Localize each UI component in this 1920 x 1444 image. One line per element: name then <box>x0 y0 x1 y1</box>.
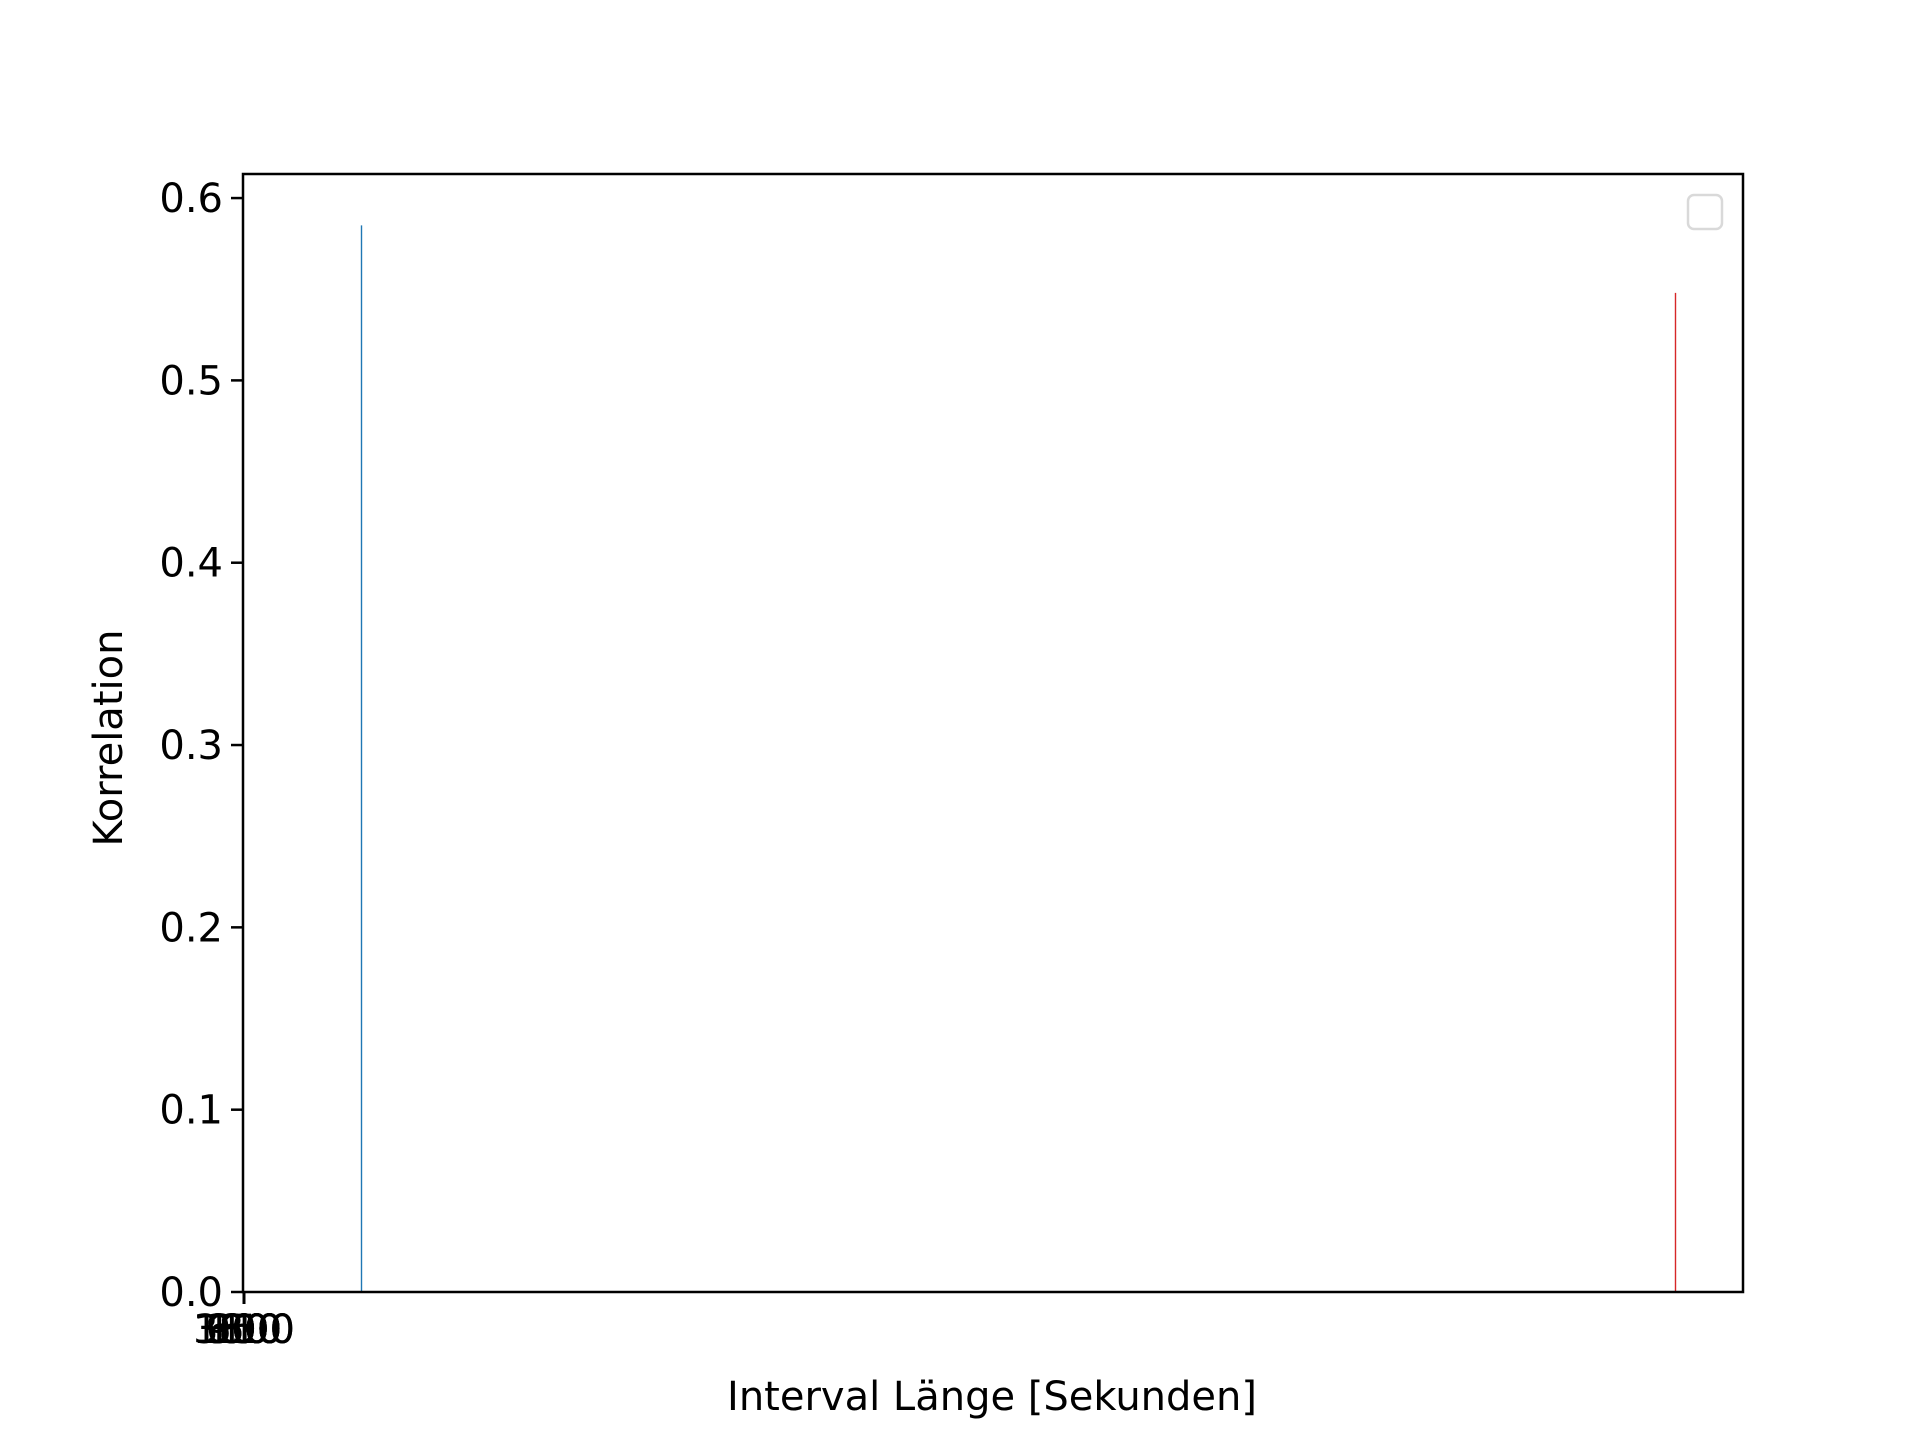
bars-layer <box>360 225 1677 1292</box>
y-tick-label: 0.6 <box>159 176 223 222</box>
x-tick-label: 1800 <box>193 1307 295 1353</box>
x-tick-label: 10 <box>219 1307 270 1353</box>
y-tick-label: 0.0 <box>159 1270 223 1316</box>
x-tick-label: 600 <box>206 1307 282 1353</box>
x-tick-label: 150 <box>206 1307 282 1353</box>
x-axis-label: Interval Länge [Sekunden] <box>727 1374 1257 1420</box>
y-axis-ticks: 0.0 0.1 0.2 0.3 0.4 0.5 0.6 <box>159 176 243 1316</box>
plot-frame <box>241 172 1745 1294</box>
x-tick-label: 1 <box>231 1307 256 1353</box>
x-tick-label: 300 <box>206 1307 282 1353</box>
y-axis-label: Korrelation <box>86 630 132 847</box>
legend-box <box>1686 193 1724 231</box>
y-tick-label: 0.2 <box>159 905 223 951</box>
x-tick-label: 3600 <box>193 1307 295 1353</box>
x-tick-label: 900 <box>206 1307 282 1353</box>
y-tick-label: 0.4 <box>159 541 223 587</box>
y-tick-label: 0.1 <box>159 1088 223 1134</box>
x-tick-label: 60 <box>219 1307 270 1353</box>
y-tick-label: 0.3 <box>159 723 223 769</box>
y-tick-label: 0.5 <box>159 358 223 404</box>
